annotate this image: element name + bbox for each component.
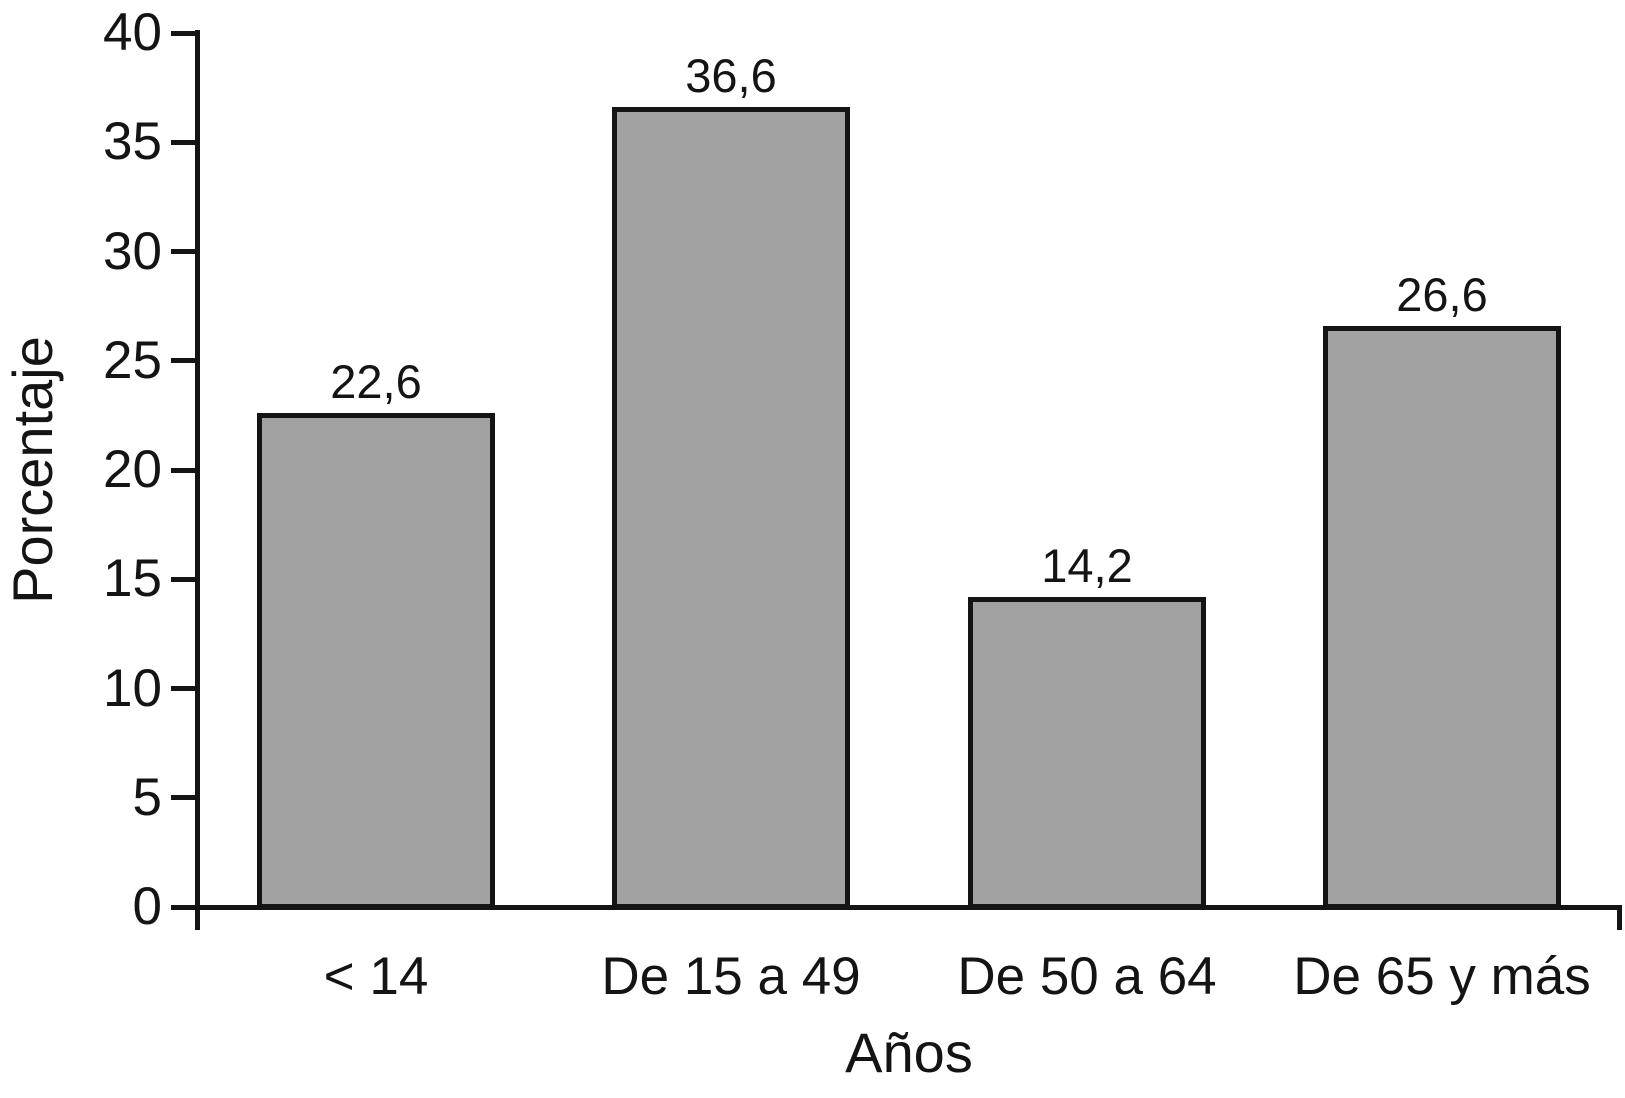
y-tick-label: 40: [103, 3, 162, 62]
x-category-label: < 14: [323, 947, 429, 1006]
y-tick-mark: [170, 795, 196, 800]
y-tick-mark: [170, 249, 196, 254]
bar: [612, 107, 850, 909]
y-tick-label: 20: [103, 440, 162, 499]
bar: [257, 413, 495, 909]
y-tick-label: 15: [103, 549, 162, 608]
y-tick-label: 0: [132, 877, 162, 936]
y-tick-label: 35: [103, 112, 162, 171]
y-tick-mark: [170, 577, 196, 582]
x-category-label: De 50 a 64: [957, 947, 1217, 1006]
y-axis-line: [195, 30, 200, 930]
y-tick-mark: [170, 905, 196, 910]
x-category-label: De 15 a 49: [601, 947, 861, 1006]
y-tick-mark: [170, 468, 196, 473]
y-tick-mark: [170, 358, 196, 363]
y-tick-mark: [170, 140, 196, 145]
x-axis-title: Años: [845, 1021, 973, 1084]
y-tick-mark: [170, 31, 196, 36]
y-tick-label: 10: [103, 659, 162, 718]
bar-value-label: 14,2: [1041, 539, 1133, 592]
y-tick-label: 5: [132, 768, 162, 827]
bar-value-label: 22,6: [330, 355, 422, 408]
bar: [968, 597, 1206, 909]
bar: [1323, 326, 1561, 909]
bar-value-label: 36,6: [685, 49, 777, 102]
y-tick-label: 30: [103, 222, 162, 281]
y-tick-mark: [170, 686, 196, 691]
x-axis-line: [195, 905, 1622, 910]
bar-value-label: 26,6: [1396, 268, 1488, 321]
y-tick-label: 25: [103, 331, 162, 390]
y-axis-title: Porcentaje: [1, 336, 64, 604]
x-axis-end-tick: [1617, 905, 1622, 930]
x-category-label: De 65 y más: [1293, 947, 1591, 1006]
